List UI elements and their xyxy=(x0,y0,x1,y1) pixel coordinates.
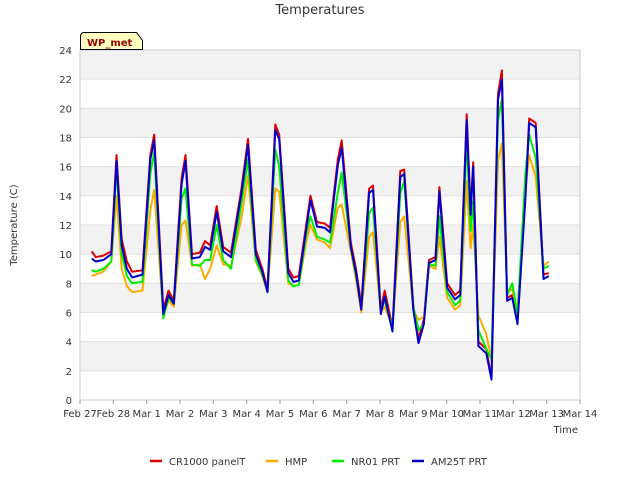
y-tick-label: 0 xyxy=(66,396,72,407)
y-tick-label: 12 xyxy=(59,221,72,232)
y-tick-label: 2 xyxy=(66,367,72,378)
site-badge-box xyxy=(80,32,143,50)
grid-band xyxy=(80,283,580,313)
y-axis-label: Temperature (C) xyxy=(9,184,20,266)
x-tick-label: Mar 5 xyxy=(266,409,294,420)
y-tick-label: 6 xyxy=(66,309,72,320)
y-tick-label: 22 xyxy=(59,75,72,86)
y-tick-label: 8 xyxy=(66,279,72,290)
legend: CR1000 panelT HMP NR01 PRT AM25T PRT xyxy=(150,457,488,468)
series-lines xyxy=(90,69,550,381)
grid-band xyxy=(80,341,580,371)
x-tick-label: Feb 27 xyxy=(63,409,97,420)
x-axis-ticks: Feb 27 Feb 28 Mar 1 Mar 2 Mar 3 Mar 4 Mar 5 Mar… xyxy=(63,400,597,420)
x-tick-label: Mar 1 xyxy=(132,409,160,420)
y-tick-label: 16 xyxy=(59,163,72,174)
legend-label-hmp: HMP xyxy=(285,457,307,468)
grid-band xyxy=(80,108,580,138)
x-tick-label: Mar 10 xyxy=(429,409,464,420)
x-tick-label: Feb 28 xyxy=(97,409,131,420)
x-tick-label: Mar 7 xyxy=(332,409,360,420)
series-line-am25t-prt xyxy=(91,78,550,381)
y-tick-label: 4 xyxy=(66,338,72,349)
x-axis-label: Time xyxy=(553,425,578,436)
plot-frame xyxy=(79,49,581,401)
x-tick-label: Mar 6 xyxy=(299,409,327,420)
site-badge-label: WP_met xyxy=(87,38,133,49)
site-badge: WP_met xyxy=(80,32,143,50)
x-tick-label: Mar 12 xyxy=(496,409,531,420)
x-tick-label: Mar 2 xyxy=(166,409,194,420)
y-tick-label: 20 xyxy=(59,104,72,115)
y-tick-label: 18 xyxy=(59,134,72,145)
y-tick-label: 14 xyxy=(59,192,72,203)
x-tick-label: Mar 11 xyxy=(463,409,498,420)
y-tick-label: 10 xyxy=(59,250,72,261)
x-tick-label: Mar 14 xyxy=(563,409,598,420)
x-tick-label: Mar 8 xyxy=(366,409,394,420)
grid-band xyxy=(80,50,580,80)
x-tick-label: Mar 4 xyxy=(232,409,260,420)
x-tick-label: Mar 3 xyxy=(199,409,227,420)
legend-label-cr1000-panelt: CR1000 panelT xyxy=(169,457,246,468)
chart-title: Temperatures xyxy=(274,3,364,18)
x-tick-label: Mar 13 xyxy=(529,409,564,420)
y-tick-label: 24 xyxy=(59,46,72,57)
legend-label-am25t-prt: AM25T PRT xyxy=(431,457,488,468)
legend-label-nr01-prt: NR01 PRT xyxy=(351,457,401,468)
x-tick-label: Mar 9 xyxy=(399,409,427,420)
